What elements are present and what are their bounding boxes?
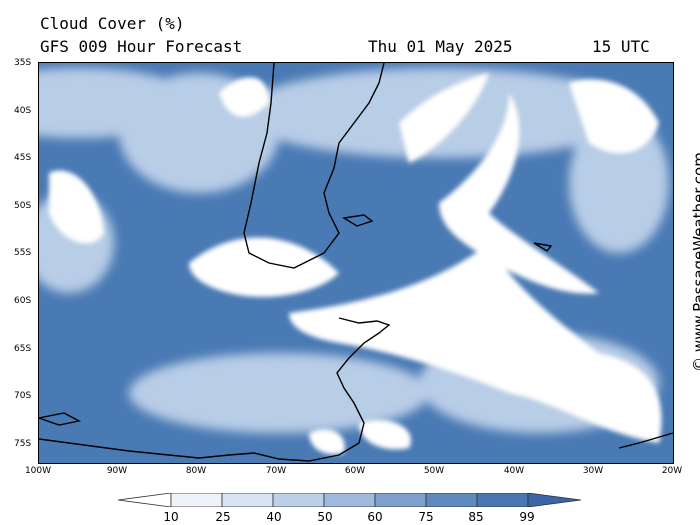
lon-label: 20W — [661, 466, 683, 476]
lon-label: 80W — [185, 466, 207, 476]
cloud-layer-dense — [49, 73, 662, 455]
lat-label: 70S — [14, 391, 32, 401]
legend-cell — [323, 493, 376, 507]
lon-label: 30W — [582, 466, 604, 476]
antarctic-coast-east-outline — [618, 432, 673, 449]
legend-cell — [374, 493, 427, 507]
legend-label: 40 — [266, 510, 282, 524]
legend-label: 60 — [367, 510, 383, 524]
falkland-islands-outline — [342, 214, 374, 227]
legend-cell — [425, 493, 478, 507]
legend-label: 85 — [468, 510, 484, 524]
legend-cell — [272, 493, 325, 507]
forecast-time: 15 UTC — [592, 37, 650, 56]
legend-arrow-low — [118, 493, 172, 507]
lat-label: 75S — [14, 439, 32, 449]
forecast-date: Thu 01 May 2025 — [368, 37, 513, 56]
lat-label: 60S — [14, 296, 32, 306]
map-canvas — [39, 63, 673, 463]
lon-label: 60W — [344, 466, 366, 476]
legend-label: 25 — [215, 510, 231, 524]
legend-label: 10 — [163, 510, 179, 524]
chart-title: Cloud Cover (%) — [40, 14, 185, 33]
lon-label: 100W — [24, 466, 52, 476]
cloud-cover-map — [38, 62, 674, 464]
south-georgia-outline — [533, 242, 553, 252]
lon-label: 70W — [265, 466, 287, 476]
legend-arrow-high — [527, 493, 582, 507]
lon-label: 90W — [106, 466, 128, 476]
lon-label: 50W — [423, 466, 445, 476]
lat-label: 40S — [14, 106, 32, 116]
legend-cell — [170, 493, 223, 507]
legend-label: 75 — [418, 510, 434, 524]
forecast-subtitle: GFS 009 Hour Forecast — [40, 37, 243, 56]
credit-watermark: © www.PassageWeather.com — [690, 152, 700, 372]
legend-cell — [476, 493, 529, 507]
lat-label: 55S — [14, 248, 32, 258]
lat-label: 65S — [14, 344, 32, 354]
thurston-island-outline — [39, 412, 82, 426]
color-legend — [118, 493, 582, 507]
legend-cell — [221, 493, 274, 507]
lat-label: 45S — [14, 153, 32, 163]
lat-label: 50S — [14, 201, 32, 211]
antarctic-peninsula-outline — [39, 317, 391, 462]
legend-label: 50 — [317, 510, 333, 524]
lon-label: 40W — [503, 466, 525, 476]
coastlines — [39, 63, 673, 462]
legend-bar — [118, 493, 582, 507]
legend-label: 99 — [519, 510, 535, 524]
south-america-outline — [243, 63, 385, 269]
lat-label: 35S — [14, 58, 32, 68]
